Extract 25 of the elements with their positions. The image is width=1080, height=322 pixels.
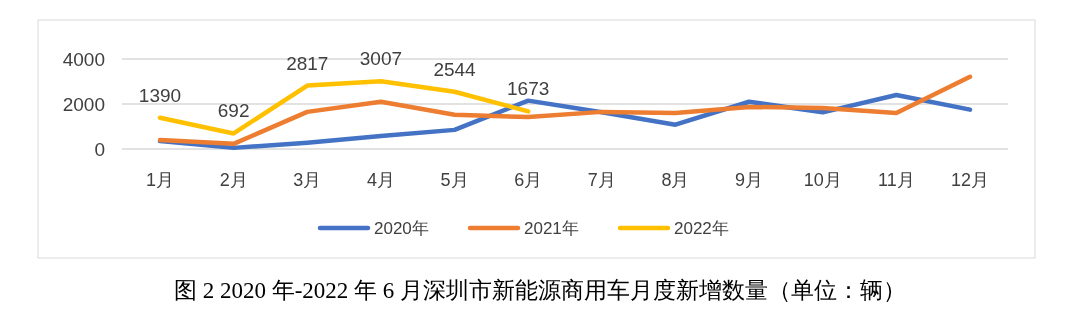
x-tick-label: 10月 xyxy=(803,170,842,190)
x-tick-label: 3月 xyxy=(293,170,322,190)
x-tick-label: 9月 xyxy=(735,170,764,190)
x-tick-label: 2月 xyxy=(219,170,248,190)
x-tick-label: 4月 xyxy=(366,170,395,190)
data-label: 2817 xyxy=(286,52,329,74)
data-label: 3007 xyxy=(359,48,403,70)
x-tick-label: 7月 xyxy=(587,170,616,190)
x-tick-label: 11月 xyxy=(878,170,915,190)
x-tick-label: 6月 xyxy=(514,170,543,190)
y-tick-label: 4000 xyxy=(62,49,105,70)
y-tick-label: 0 xyxy=(94,139,105,160)
text: 图 2 2020 年-2022 年 6 月深圳市新能源商用车月度新增数量（单位：辆） xyxy=(173,278,907,303)
legend-label: 2022年 xyxy=(674,219,729,238)
y-tick-label: 2000 xyxy=(62,94,105,115)
x-tick-label: 5月 xyxy=(440,170,469,190)
legend-label: 2020年 xyxy=(374,219,429,238)
data-label: 1390 xyxy=(138,84,182,106)
x-tick-label: 8月 xyxy=(661,170,690,190)
x-tick-label: 1月 xyxy=(145,170,175,190)
data-label: 692 xyxy=(217,100,250,122)
legend-label: 2021年 xyxy=(524,219,579,238)
data-label: 1673 xyxy=(507,78,550,100)
data-label: 2544 xyxy=(433,58,477,80)
x-tick-label: 12月 xyxy=(950,170,990,190)
